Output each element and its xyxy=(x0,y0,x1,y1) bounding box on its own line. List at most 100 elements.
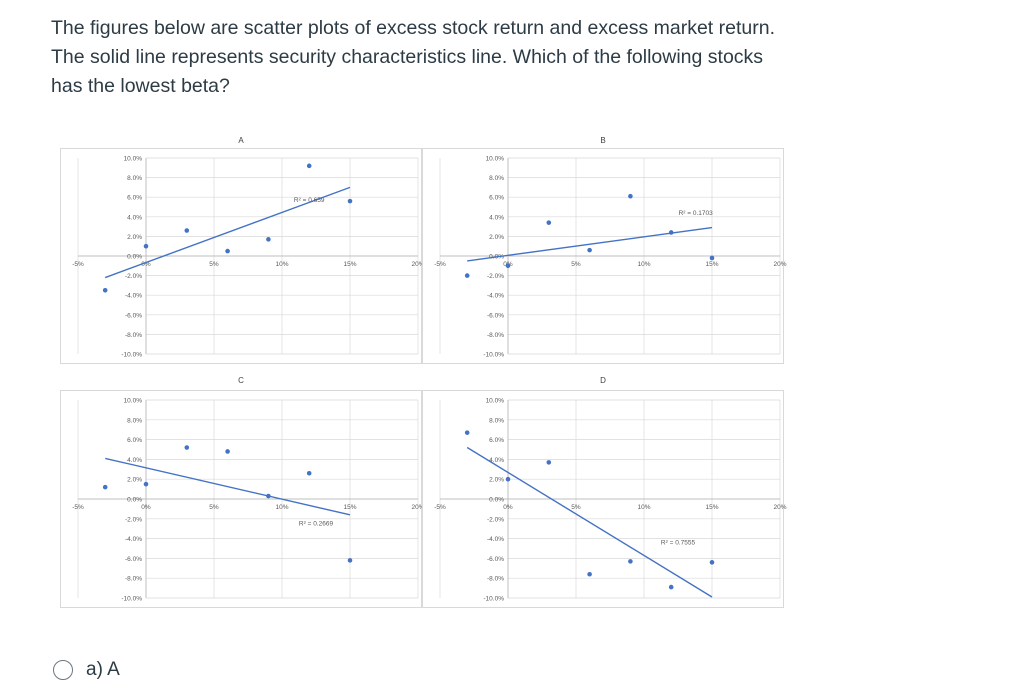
x-tick-label: 20% xyxy=(773,504,786,511)
data-point xyxy=(587,571,592,577)
x-tick-label: -5% xyxy=(72,261,84,268)
question-line-3: has the lowest beta? xyxy=(51,75,230,97)
y-tick-label: -6.0% xyxy=(487,312,504,319)
y-tick-label: -8.0% xyxy=(125,576,142,583)
y-tick-label: 10.0% xyxy=(486,398,505,405)
scatter-plot: 10.0%8.0%6.0%4.0%2.0%0.0%-2.0%-4.0%-6.0%… xyxy=(422,148,787,364)
y-tick-label: -8.0% xyxy=(125,332,142,339)
y-tick-label: 8.0% xyxy=(127,175,142,182)
x-tick-label: -5% xyxy=(72,504,84,511)
data-point xyxy=(184,445,190,450)
trendline xyxy=(104,186,351,279)
x-tick-label: 20% xyxy=(411,504,424,511)
y-tick-label: 8.0% xyxy=(489,175,504,182)
x-tick-label: 5% xyxy=(209,504,219,511)
y-tick-label: 10.0% xyxy=(124,156,143,163)
r-squared-label: R² = 0.7555 xyxy=(661,540,696,547)
x-tick-label: 15% xyxy=(705,504,718,511)
y-tick-label: 2.0% xyxy=(489,234,504,241)
data-point xyxy=(184,228,190,233)
y-tick-label: -10.0% xyxy=(121,596,142,603)
y-tick-label: 2.0% xyxy=(127,234,142,241)
chart-title: A xyxy=(238,136,244,145)
y-tick-label: 6.0% xyxy=(489,195,504,202)
y-tick-label: -6.0% xyxy=(125,312,142,319)
data-point xyxy=(143,243,149,249)
data-point xyxy=(102,484,108,490)
y-tick-label: -4.0% xyxy=(487,293,504,300)
x-tick-label: 10% xyxy=(275,261,288,268)
y-tick-label: -4.0% xyxy=(125,293,142,300)
r-squared-label: R² = 0.659 xyxy=(294,197,325,204)
scatter-plot: 10.0% 8.0% 6.0% 4.0% 2.0% 0.0% -2.0% -4.0% -6.0%… xyxy=(422,390,787,608)
data-point xyxy=(505,263,511,269)
x-tick-label: 15% xyxy=(343,261,356,268)
y-tick-label: -6.0% xyxy=(125,556,142,563)
y-tick-label: -10.0% xyxy=(483,352,504,359)
y-tick-label: 8.0% xyxy=(127,417,142,424)
x-tick-label: 5% xyxy=(209,261,219,268)
data-point xyxy=(546,460,552,465)
y-tick-label: -2.0% xyxy=(487,273,504,280)
x-tick-label: 10% xyxy=(637,504,650,511)
y-tick-label: -10.0% xyxy=(483,596,504,603)
y-tick-label: 4.0% xyxy=(489,457,504,464)
data-point xyxy=(347,558,353,563)
y-tick-label: 10.0% xyxy=(486,156,505,163)
x-tick-label: 20% xyxy=(411,261,424,268)
y-tick-label: -8.0% xyxy=(487,576,504,583)
data-point xyxy=(464,273,470,278)
r-squared-label: R² = 0.2669 xyxy=(299,521,334,528)
chart-title: D xyxy=(600,376,606,385)
r-squared-label: R² = 0.1703 xyxy=(679,210,714,217)
y-tick-label: -2.0% xyxy=(487,516,504,523)
y-tick-label: 0.0% xyxy=(127,497,142,504)
data-point xyxy=(628,559,633,564)
x-tick-label: 20% xyxy=(773,261,786,268)
answer-option-a[interactable]: a) A xyxy=(53,654,120,686)
question-line-1: The figures below are scatter plots of e… xyxy=(51,17,775,39)
data-point xyxy=(306,470,312,476)
x-tick-label: -5% xyxy=(434,504,446,511)
y-tick-label: 6.0% xyxy=(127,437,142,444)
y-tick-label: 8.0% xyxy=(489,417,504,424)
y-tick-label: -4.0% xyxy=(487,536,504,543)
x-tick-label: 0% xyxy=(141,504,151,511)
y-tick-label: 6.0% xyxy=(489,437,504,444)
x-tick-label: 10% xyxy=(637,261,650,268)
data-point xyxy=(709,255,715,261)
x-tick-label: 0% xyxy=(503,504,513,511)
question-text: The figures below are scatter plots of e… xyxy=(51,14,811,101)
answer-option-label: a) A xyxy=(86,659,120,680)
data-point xyxy=(306,163,312,169)
scatter-plot: 10.0%8.0%6.0%4.0%2.0%0.0%-2.0%-4.0%-6.0%… xyxy=(60,148,425,364)
chart-title: C xyxy=(238,376,244,385)
data-point xyxy=(505,476,511,482)
data-point xyxy=(464,430,470,435)
x-tick-label: 10% xyxy=(275,504,288,511)
data-point xyxy=(709,560,715,565)
y-tick-label: 4.0% xyxy=(127,457,142,464)
y-tick-label: 0.0% xyxy=(489,497,504,504)
x-tick-label: 5% xyxy=(571,504,581,511)
scatter-plot: 10.0%8.0%6.0%4.0%2.0%0.0%-2.0%-4.0%-6.0%… xyxy=(60,390,425,608)
x-tick-label: 5% xyxy=(571,261,581,268)
chart-title: B xyxy=(600,136,606,145)
data-point xyxy=(266,237,271,242)
data-point xyxy=(668,584,674,590)
data-point xyxy=(628,193,633,199)
data-point xyxy=(587,247,592,253)
x-tick-label: 15% xyxy=(343,504,356,511)
radio-button[interactable] xyxy=(53,660,73,680)
trendline xyxy=(105,457,351,516)
x-tick-label: 0% xyxy=(141,261,151,268)
y-tick-label: 2.0% xyxy=(489,477,504,484)
data-point xyxy=(668,230,674,235)
data-point xyxy=(143,481,149,487)
y-tick-label: -6.0% xyxy=(487,556,504,563)
trendline xyxy=(466,446,713,598)
y-tick-label: 10.0% xyxy=(124,398,143,405)
y-tick-label: 6.0% xyxy=(127,195,142,202)
y-tick-label: -2.0% xyxy=(125,273,142,280)
y-tick-label: 4.0% xyxy=(489,214,504,221)
